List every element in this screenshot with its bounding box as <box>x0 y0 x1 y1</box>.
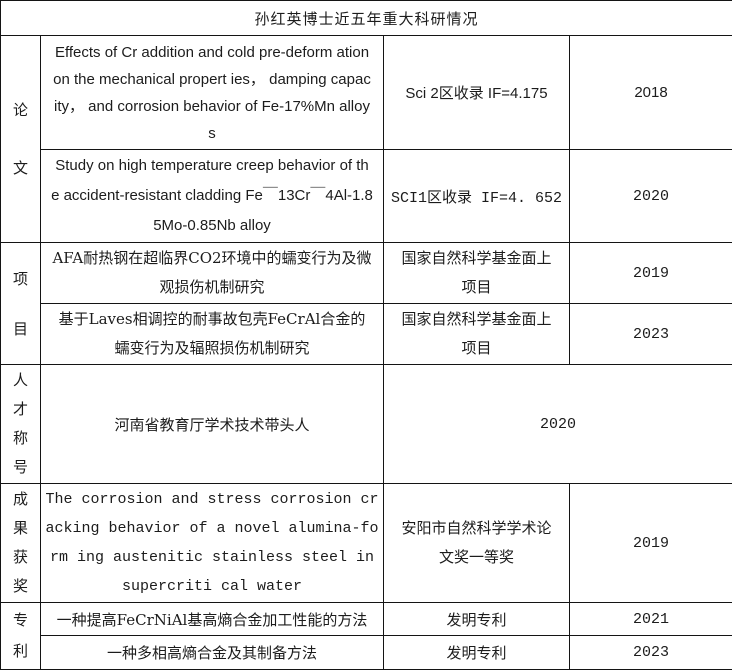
paper1-index-cell: Sci 2区收录 IF=4.175 <box>384 36 570 150</box>
patent2-year-cell: 2023 <box>570 636 732 670</box>
category-cell-talent-title: 人 才 称 号 <box>1 365 41 484</box>
patent1-year-cell: 2021 <box>570 603 732 636</box>
talent-year-cell: 2020 <box>384 365 732 484</box>
project2-title-cell: 基于Laves相调控的耐事故包壳FeCrAl合金的 蠕变行为及辐照损伤机制研究 <box>41 304 384 365</box>
patent1-title-cell: 一种提高FeCrNiAl基高熵合金加工性能的方法 <box>41 603 384 636</box>
patent1-type-cell: 发明专利 <box>384 603 570 636</box>
category-cell-projects: 项 目 <box>1 243 41 365</box>
award-paper-title-cell: The corrosion and stress corrosion cr ac… <box>41 484 384 603</box>
paper2-index-cell: SCI1区收录 IF=4. 652 <box>384 150 570 243</box>
award-name-cell: 安阳市自然科学学术论 文奖一等奖 <box>384 484 570 603</box>
project1-funder-cell: 国家自然科学基金面上 项目 <box>384 243 570 304</box>
project1-year-cell: 2019 <box>570 243 732 304</box>
category-cell-papers: 论 文 <box>1 36 41 243</box>
award-year-cell: 2019 <box>570 484 732 603</box>
category-cell-patents: 专 利 <box>1 603 41 670</box>
paper2-title-cell: Study on high temperature creep behavior… <box>41 150 384 243</box>
project2-year-cell: 2023 <box>570 304 732 365</box>
patent2-title-cell: 一种多相高熵合金及其制备方法 <box>41 636 384 670</box>
patent2-type-cell: 发明专利 <box>384 636 570 670</box>
paper1-year-cell: 2018 <box>570 36 732 150</box>
talent-title-cell: 河南省教育厅学术技术带头人 <box>41 365 384 484</box>
paper1-title-cell: Effects of Cr addition and cold pre-defo… <box>41 36 384 150</box>
project2-funder-cell: 国家自然科学基金面上 项目 <box>384 304 570 365</box>
project1-title-cell: AFA耐热钢在超临界CO2环境中的蠕变行为及微 观损伤机制研究 <box>41 243 384 304</box>
category-cell-awards: 成 果 获 奖 <box>1 484 41 603</box>
table-title: 孙红英博士近五年重大科研情况 <box>1 1 732 36</box>
paper2-year-cell: 2020 <box>570 150 732 243</box>
